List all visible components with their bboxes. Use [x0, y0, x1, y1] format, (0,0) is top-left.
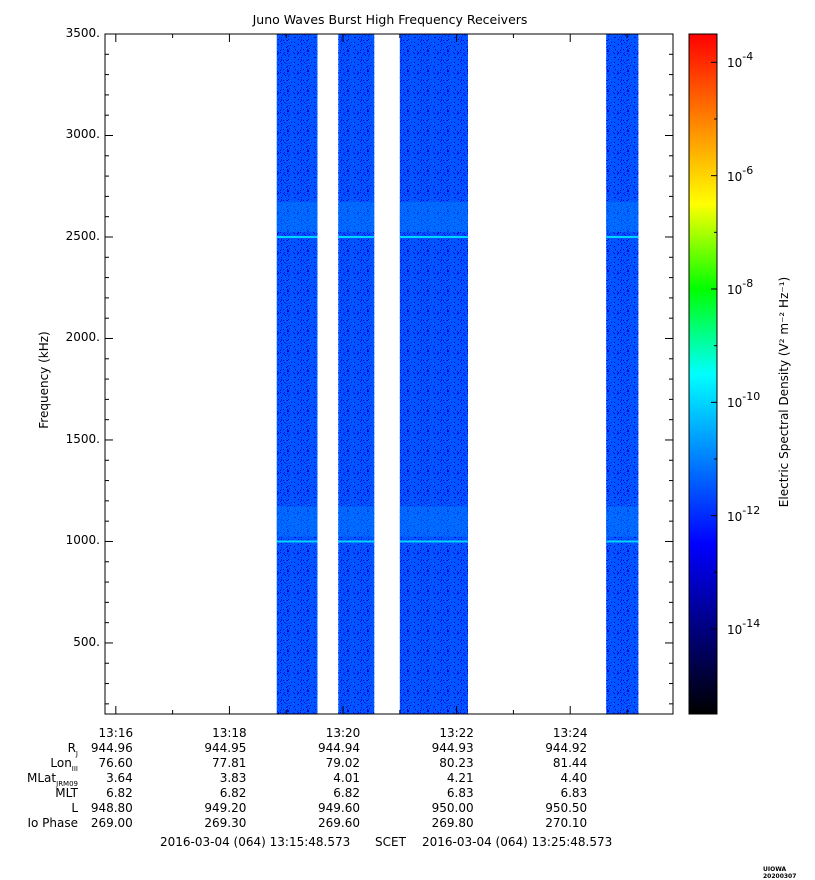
ephem-value: 3.64	[106, 771, 133, 785]
ephem-value: 944.96	[90, 741, 133, 755]
burst-layer	[276, 34, 639, 714]
ephem-value: 269.80	[431, 816, 474, 830]
ephem-value: 944.94	[318, 741, 361, 755]
ephem-value: 4.40	[560, 771, 588, 785]
ephem-value: 80.23	[439, 756, 474, 770]
colorbar-tick-label: 10-8	[727, 277, 754, 297]
colorbar-tick-label: 10-14	[727, 617, 761, 637]
chart-title: Juno Waves Burst High Frequency Receiver…	[252, 12, 528, 27]
plot-frame	[104, 33, 674, 715]
burst-texture-0	[276, 34, 318, 714]
ephem-value: 6.83	[560, 786, 588, 800]
colorbar-tick-label: 10-4	[727, 50, 754, 71]
y-tick-label: 2500.	[65, 228, 100, 243]
band-glow-2-1	[399, 201, 468, 232]
enhanced-band-3-1	[606, 235, 639, 238]
ephem-value: 944.93	[431, 741, 474, 755]
ephem-value: 81.44	[552, 756, 588, 770]
enhanced-band-0-1	[276, 235, 318, 238]
burst-texture-1	[338, 34, 375, 714]
y-tick-label: 3500.	[65, 26, 100, 40]
ephem-value: 269.60	[318, 816, 361, 830]
colorbar-tick-label: 10-12	[727, 503, 761, 524]
ephem-value: 949.20	[204, 801, 247, 815]
band-glow-2-0	[399, 506, 468, 537]
band-glow-0-1	[276, 201, 318, 232]
ephem-value: 269.30	[204, 816, 247, 830]
band-glow-1-0	[338, 506, 375, 537]
enhanced-band-0-0	[276, 540, 318, 543]
burst-texture-3	[606, 34, 639, 714]
colorbar-label: Electric Spectral Density (V² m⁻² Hz⁻¹)	[777, 276, 791, 508]
footer-start-time: 2016-03-04 (064) 13:15:48.573	[160, 835, 351, 849]
ephem-value: 269.00	[90, 816, 133, 830]
uiowa-stamp: UIOWA 20200307	[763, 866, 797, 880]
y-tick-label: 500.	[73, 634, 100, 649]
band-glow-0-0	[276, 506, 318, 537]
band-glow-1-1	[338, 201, 375, 232]
enhanced-band-2-1	[399, 235, 468, 238]
ephem-value: 6.82	[333, 786, 361, 800]
colorbar	[688, 33, 718, 715]
x-tick-label: 13:16	[98, 726, 134, 740]
enhanced-band-2-0	[399, 540, 468, 543]
ephem-value: 6.82	[219, 786, 247, 800]
ephem-label: LonIII	[50, 756, 78, 773]
ephem-value: 3.83	[219, 771, 247, 785]
ephem-value: 950.50	[545, 801, 588, 815]
x-tick-label: 13:18	[212, 726, 247, 740]
burst-texture-2	[399, 34, 468, 714]
ephem-value: 950.00	[431, 801, 474, 815]
colorbar-tick-label: 10-6	[727, 163, 754, 184]
band-glow-3-1	[606, 201, 639, 232]
y-tick-label: 2000.	[65, 330, 100, 345]
ephem-label: L	[71, 801, 78, 815]
footer-scet: SCET	[375, 835, 406, 849]
ephem-value: 76.60	[98, 756, 133, 770]
y-tick-label: 1500.	[65, 431, 100, 446]
ephem-value: 6.83	[446, 786, 474, 800]
enhanced-band-1-0	[338, 540, 375, 543]
x-tick-label: 13:24	[552, 726, 588, 740]
x-tick-label: 13:20	[325, 726, 361, 740]
ephem-value: 944.95	[204, 741, 247, 755]
y-tick-label: 1000.	[65, 533, 100, 548]
ephem-label: MLT	[55, 786, 78, 800]
ephem-label: RJ	[67, 741, 78, 758]
ephem-value: 4.21	[446, 771, 474, 785]
ephem-value: 79.02	[325, 756, 361, 770]
x-tick-label: 13:22	[439, 726, 474, 740]
footer-end-time: 2016-03-04 (064) 13:25:48.573	[422, 835, 613, 849]
colorbar-tick-label: 10-10	[727, 390, 761, 411]
enhanced-band-3-0	[606, 540, 639, 543]
enhanced-band-1-1	[338, 235, 375, 238]
y-axis-label: Frequency (kHz)	[37, 331, 51, 429]
y-tick-label: 3000.	[65, 127, 100, 142]
ephem-value: 949.60	[318, 801, 361, 815]
ephem-value: 4.01	[333, 771, 361, 785]
ephem-value: 944.92	[545, 741, 588, 755]
band-glow-3-0	[606, 506, 639, 537]
ephem-label: Io Phase	[27, 816, 78, 830]
colorbar-gradient	[688, 33, 718, 715]
ephem-value: 948.80	[90, 801, 133, 815]
ephem-label: MLatJRM09	[27, 771, 78, 788]
ephem-value: 270.10	[545, 816, 588, 830]
ephem-value: 6.82	[106, 786, 133, 800]
ephem-value: 77.81	[212, 756, 247, 770]
